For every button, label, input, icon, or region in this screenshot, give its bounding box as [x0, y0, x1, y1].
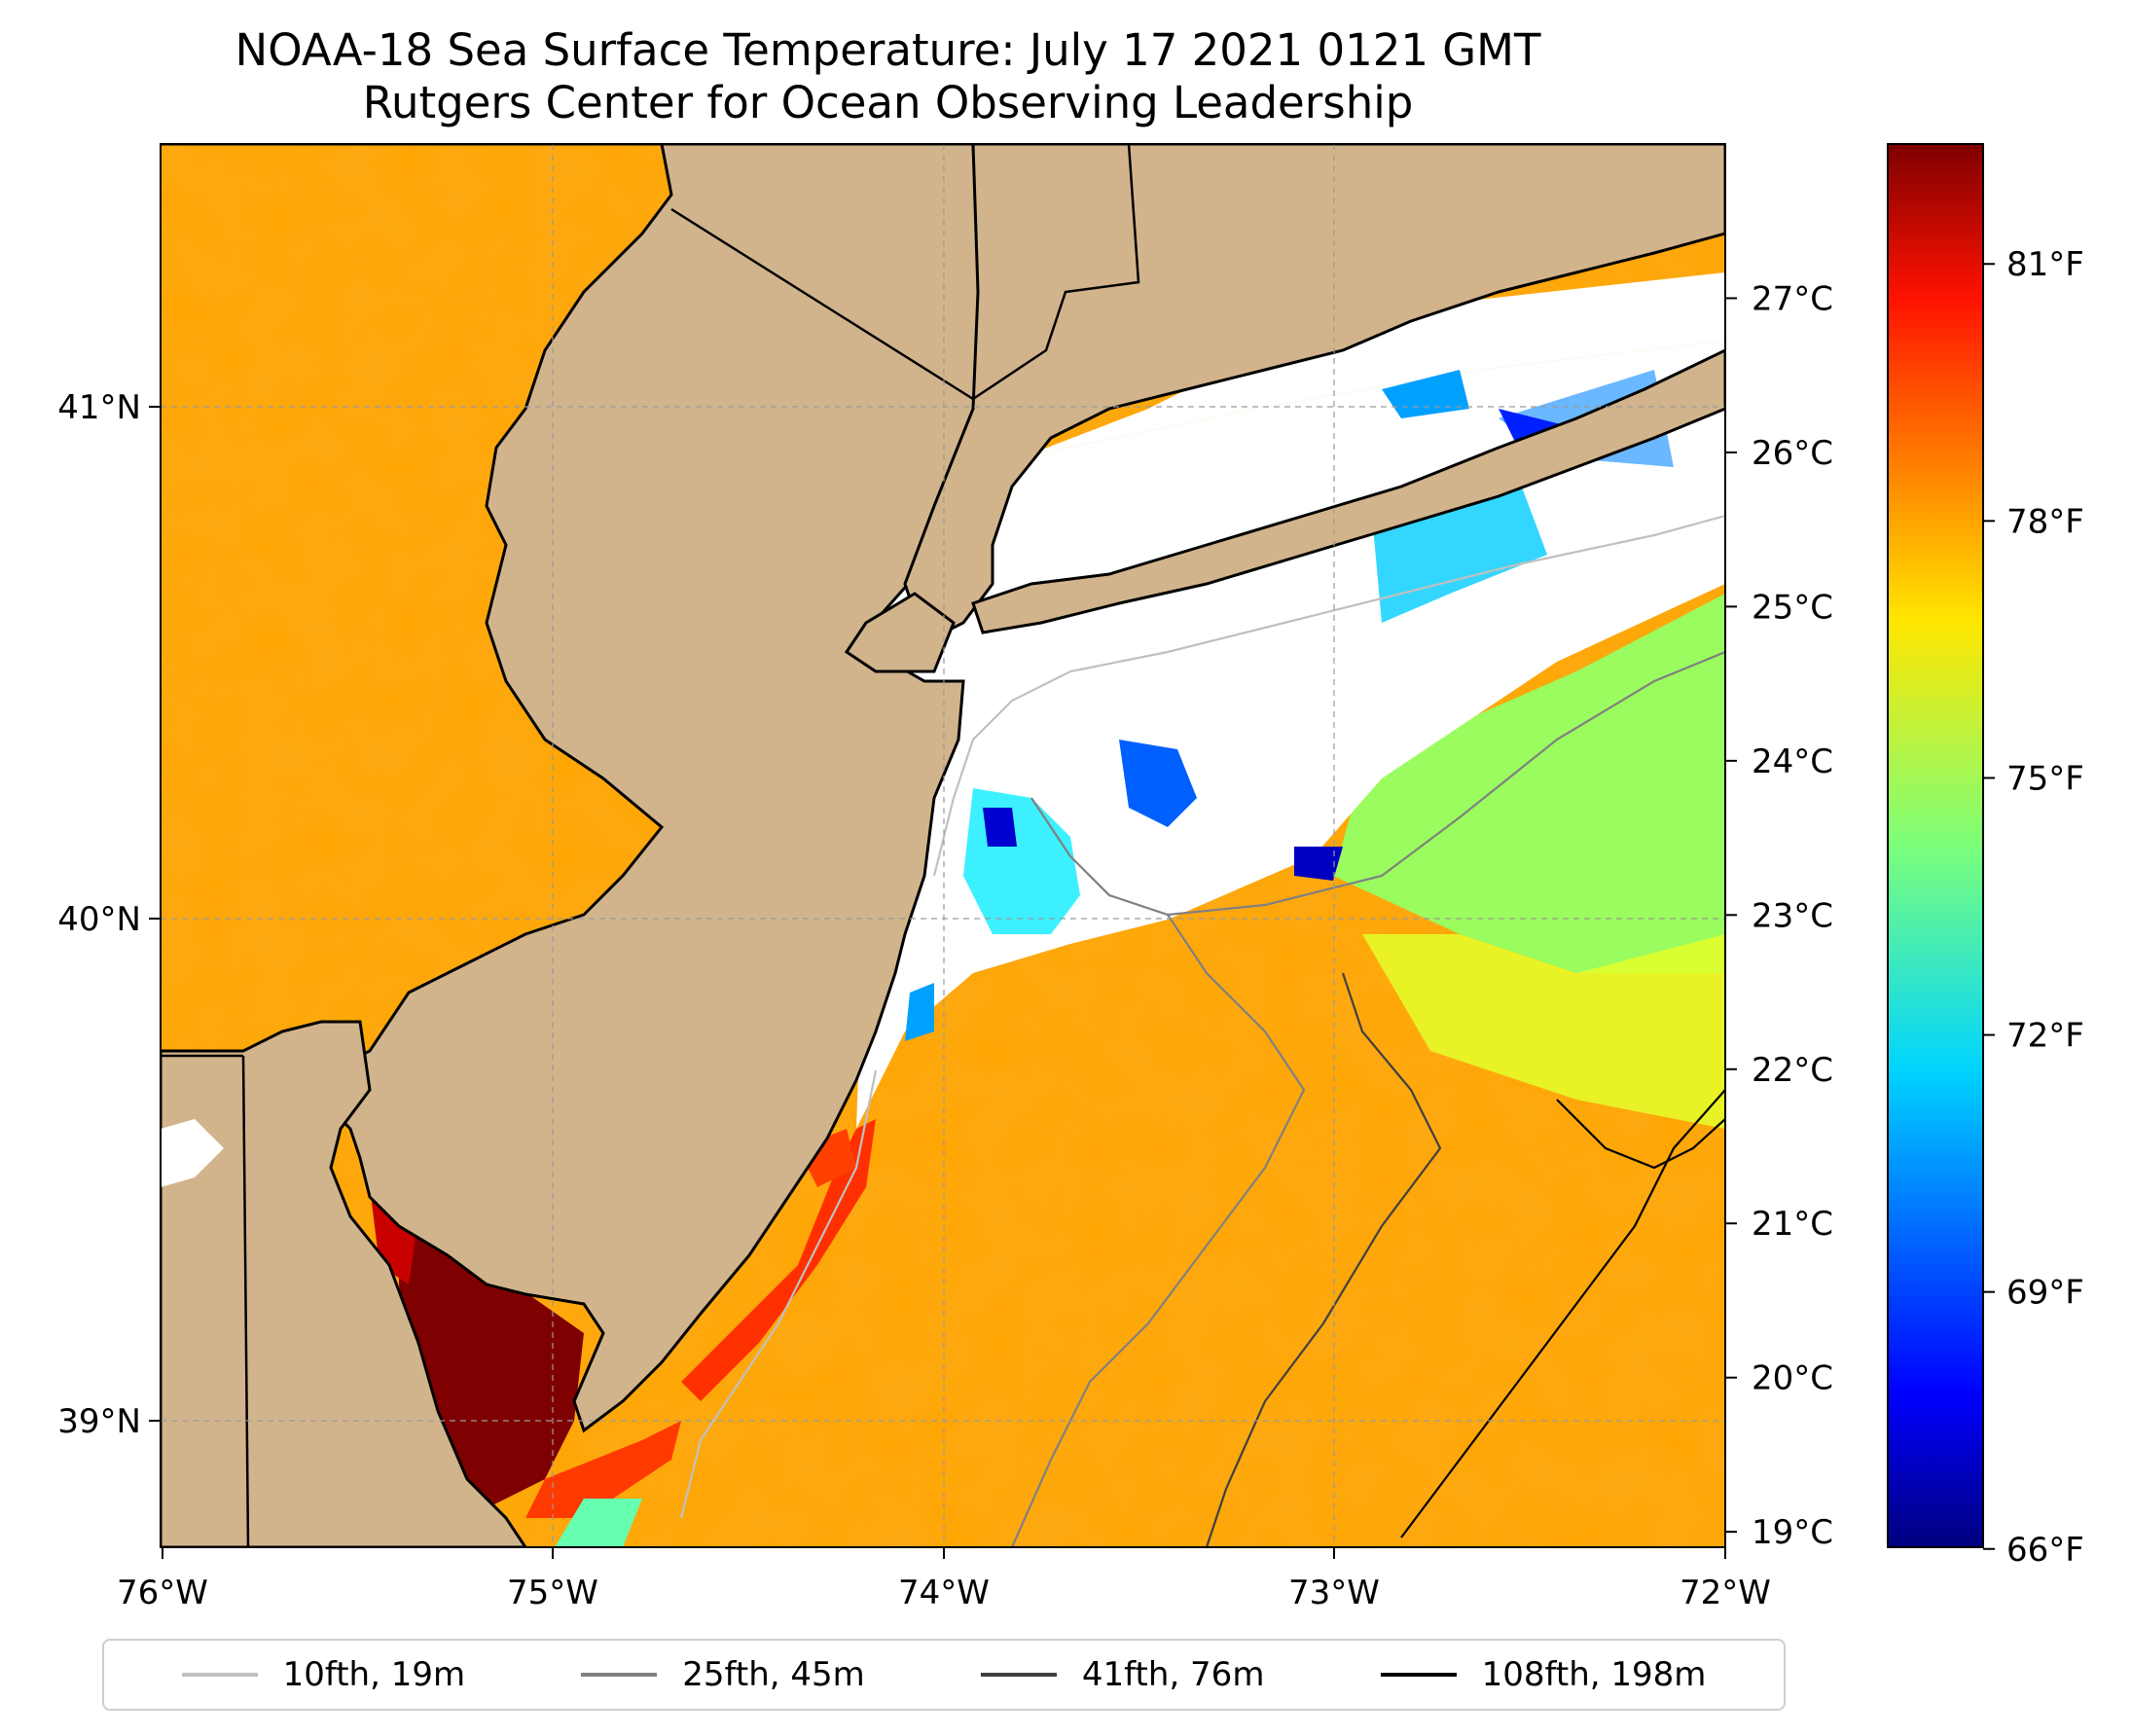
no-data-north — [1022, 272, 1725, 457]
lat-tick-label: 40°N — [57, 900, 141, 939]
land-nj-pa — [161, 144, 994, 1433]
lon-tick-label: 74°W — [898, 1573, 990, 1612]
contour-108fth-b — [1556, 1099, 1725, 1170]
fahrenheit-tick-label: 72°F — [2006, 1017, 2084, 1056]
ocean-sst-yellow-band — [1362, 934, 1725, 1129]
legend-entry-10fth: 10fth, 19m — [181, 1655, 466, 1694]
map-subtitle: Rutgers Center for Ocean Observing Leade… — [362, 77, 1414, 128]
legend-line-icon — [581, 1673, 658, 1677]
lon-tick-label: 75°W — [507, 1573, 598, 1612]
contour-10fth-b — [679, 1069, 878, 1519]
legend-label: 25fth, 45m — [682, 1655, 865, 1694]
land-delmarva-stub — [161, 1119, 224, 1187]
legend-label: 10fth, 19m — [282, 1655, 466, 1694]
colorbar: 27°C 26°C 25°C 24°C 23°C 22°C 21°C 20°C 19°C 81°… — [1725, 143, 2084, 1570]
lon-tick-label: 73°W — [1288, 1573, 1380, 1612]
celsius-tick-label: 23°C — [1752, 896, 1833, 935]
ocean-sst-cool-band — [1333, 594, 1725, 973]
land-long-island — [971, 348, 1725, 634]
fahrenheit-tick-label: 75°F — [2006, 759, 2084, 798]
contour-108fth — [1400, 1089, 1725, 1538]
colorbar-gradient — [1887, 143, 1984, 1548]
axis-ticks — [149, 406, 1726, 1559]
contour-10fth — [932, 514, 1725, 877]
map-title: NOAA-18 Sea Surface Temperature: July 17… — [235, 24, 1541, 76]
celsius-tick-label: 26°C — [1752, 434, 1833, 473]
fahrenheit-tick-label: 78°F — [2006, 502, 2084, 541]
lon-tick-label: 76°W — [117, 1573, 208, 1612]
gridlines — [161, 144, 1725, 1547]
lat-tick-label: 39°N — [57, 1402, 141, 1441]
fahrenheit-axis: 81°F 78°F 75°F 72°F 69°F 66°F — [1983, 245, 2084, 1570]
legend-label: 108fth, 198m — [1481, 1655, 1707, 1694]
legend-line-icon — [181, 1673, 258, 1677]
lon-tick-label: 72°W — [1680, 1573, 1771, 1612]
bathymetry-legend: 10fth, 19m 25fth, 45m 41fth, 76m 108fth,… — [102, 1639, 1786, 1711]
celsius-tick-label: 20°C — [1752, 1359, 1833, 1398]
fahrenheit-tick-label: 66°F — [2006, 1531, 2084, 1570]
celsius-tick-label: 25°C — [1752, 588, 1833, 627]
legend-label: 41fth, 76m — [1081, 1655, 1265, 1694]
land — [161, 144, 1725, 1547]
land-nyc — [844, 592, 956, 673]
contour-25fth — [1030, 650, 1725, 917]
fahrenheit-tick-label: 69°F — [2006, 1274, 2084, 1313]
fahrenheit-tick-label: 81°F — [2006, 245, 2084, 284]
celsius-tick-label: 19°C — [1752, 1513, 1833, 1552]
celsius-tick-label: 22°C — [1752, 1051, 1833, 1090]
legend-line-icon — [1380, 1673, 1457, 1677]
lat-tick-label: 41°N — [57, 388, 141, 427]
bathymetry-contours — [679, 514, 1725, 1547]
celsius-tick-label: 21°C — [1752, 1205, 1833, 1244]
lon-axis-labels: 76°W 75°W 74°W 73°W 72°W — [117, 1573, 1771, 1612]
celsius-axis: 27°C 26°C 25°C 24°C 23°C 22°C 21°C 20°C 19°C — [1725, 279, 1833, 1552]
land-ny-ct — [903, 144, 1725, 645]
state-boundaries — [161, 144, 1140, 1547]
map-panel — [161, 144, 1725, 1547]
legend-entry-25fth: 25fth, 45m — [581, 1655, 865, 1694]
celsius-tick-label: 24°C — [1752, 742, 1833, 781]
contour-41fth — [1205, 972, 1442, 1547]
lat-axis-labels: 41°N 40°N 39°N — [57, 388, 141, 1441]
celsius-tick-label: 27°C — [1752, 279, 1833, 318]
legend-entry-41fth: 41fth, 76m — [980, 1655, 1265, 1694]
legend-line-icon — [980, 1673, 1057, 1677]
legend-entry-108fth: 108fth, 198m — [1380, 1655, 1707, 1694]
land-de-md — [161, 1020, 527, 1547]
